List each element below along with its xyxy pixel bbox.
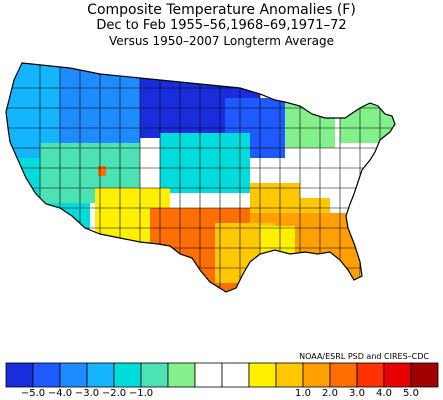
color-bin	[248, 362, 277, 388]
color-bin	[59, 362, 88, 388]
color-bin	[113, 362, 142, 388]
region-lower-mississippi	[260, 226, 295, 271]
color-bin	[302, 362, 331, 388]
us-climate-division-map	[5, 62, 396, 293]
region-new-england	[340, 103, 395, 143]
map-title: Composite Temperature Anomalies (F)	[87, 2, 356, 18]
data-credit: NOAA/ESRL PSD and CIRES–CDC	[299, 352, 429, 361]
color-scale-tick-label: −5.0	[20, 388, 46, 399]
color-bin	[167, 362, 196, 388]
color-bin	[275, 362, 304, 388]
region-central-plains	[160, 133, 250, 193]
color-bin	[410, 362, 439, 388]
color-scale-bar	[5, 362, 439, 388]
color-scale-tick-label: −4.0	[47, 388, 73, 399]
color-scale-tick-label: 3.0	[349, 388, 365, 399]
color-bin	[356, 362, 385, 388]
color-scale-tick-label: −3.0	[74, 388, 100, 399]
map-reference-period: Versus 1950–2007 Longterm Average	[108, 34, 335, 48]
color-scale-tick-label: 4.0	[376, 388, 392, 399]
climate-division-boundaries	[6, 63, 395, 288]
color-scale-tick-label: −1.0	[128, 388, 154, 399]
color-bin	[221, 362, 250, 388]
us-outline	[5, 62, 396, 293]
color-scale-tick-label: 2.0	[322, 388, 338, 399]
color-bin	[140, 362, 169, 388]
region-mid-atlantic	[300, 148, 360, 198]
color-bin	[329, 362, 358, 388]
color-scale-tick-label: −2.0	[101, 388, 127, 399]
color-bin	[32, 362, 61, 388]
color-bin	[383, 362, 412, 388]
region-great-lakes	[285, 103, 335, 148]
color-bin	[194, 362, 223, 388]
color-scale-tick-label: 1.0	[295, 388, 311, 399]
color-bin	[86, 362, 115, 388]
color-bin	[5, 362, 34, 388]
map-subtitle: Dec to Feb 1955–56,1968–69,1971–72	[96, 18, 347, 33]
color-scale-tick-label: 5.0	[403, 388, 419, 399]
